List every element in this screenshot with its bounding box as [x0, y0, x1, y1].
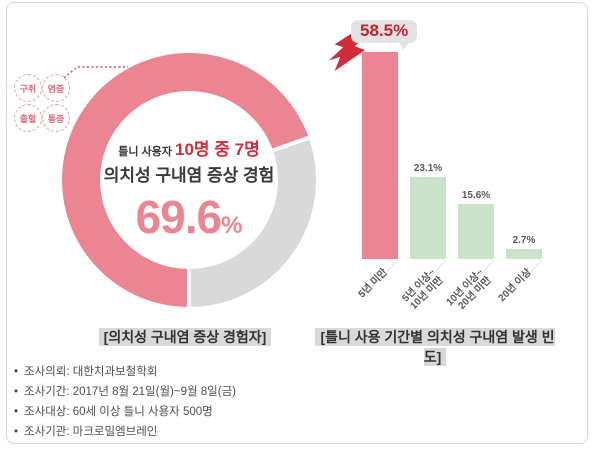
donut-caption: [의치성 구내염 증상 경험자]	[75, 327, 295, 347]
bar-0	[362, 52, 398, 259]
footnote-text: 조사기관: 마크로밀엠브레인	[24, 426, 158, 438]
callout-value: 58.5%	[360, 21, 409, 40]
donut-value-number: 69.6	[135, 191, 223, 243]
bar-2	[458, 203, 494, 259]
bar-caption-text: [틀니 사용 기간별 의치성 구내염 발생 빈도]	[315, 328, 555, 366]
donut-center-subline: 의치성 구내염 증상 경험	[103, 166, 275, 185]
badge-inflammation: 염증	[42, 74, 70, 102]
dotted-leader-line	[63, 66, 128, 79]
footnote-text: 조사기간: 2017년 8월 21일(월)~9월 8일(금)	[24, 386, 236, 398]
footnote-text: 조사의뢰: 대한치과보철학회	[24, 366, 158, 378]
bullet-icon: •	[14, 366, 19, 378]
footnote-item-1: • 조사기간: 2017년 8월 21일(월)~9월 8일(금)	[14, 382, 236, 402]
badge-bad-breath: 구취	[14, 74, 42, 102]
donut-chart: 틀니 사용자 10명 중 7명 의치성 구내염 증상 경험 69.6%	[62, 53, 316, 309]
bullet-icon: •	[14, 406, 19, 418]
footnote-item-2: • 조사대상: 60세 이상 틀니 사용자 500명	[14, 402, 236, 422]
donut-center: 틀니 사용자 10명 중 7명 의치성 구내염 증상 경험 69.6%	[100, 91, 278, 269]
donut-center-headline: 틀니 사용자 10명 중 7명	[100, 135, 278, 160]
survey-footnotes: • 조사의뢰: 대한치과보철학회 • 조사기간: 2017년 8월 21일(월)~9월…	[14, 362, 236, 442]
donut-value-unit: %	[221, 212, 243, 239]
bullet-icon: •	[14, 426, 19, 438]
donut-center-value: 69.6%	[100, 194, 278, 240]
donut-center-prefix: 틀니 사용자	[118, 146, 172, 158]
badge-pain: 통증	[42, 104, 70, 132]
symptom-badges: 구취 염증 출혈 통증	[14, 74, 70, 132]
footnote-text: 조사대상: 60세 이상 틀니 사용자 500명	[24, 406, 213, 418]
bar-1	[410, 177, 446, 259]
callout-bubble: 58.5%	[351, 20, 418, 50]
callout-tail	[399, 42, 411, 50]
donut-center-highlight: 10명 중 7명	[174, 140, 260, 159]
bar-value-label-2: 15.6%	[461, 189, 491, 201]
bar-value-label-1: 23.1%	[413, 163, 443, 175]
footnote-item-0: • 조사의뢰: 대한치과보철학회	[14, 362, 236, 382]
donut-caption-text: [의치성 구내염 증상 경험자]	[98, 328, 272, 346]
footnote-item-3: • 조사기관: 마크로밀엠브레인	[14, 422, 236, 442]
bar-value-label-3: 2.7%	[512, 235, 536, 247]
bar-caption: [틀니 사용 기간별 의치성 구내염 발생 빈도]	[315, 327, 555, 367]
badge-bleeding: 출혈	[14, 104, 42, 132]
bullet-icon: •	[14, 386, 19, 398]
bar-3	[506, 249, 542, 259]
